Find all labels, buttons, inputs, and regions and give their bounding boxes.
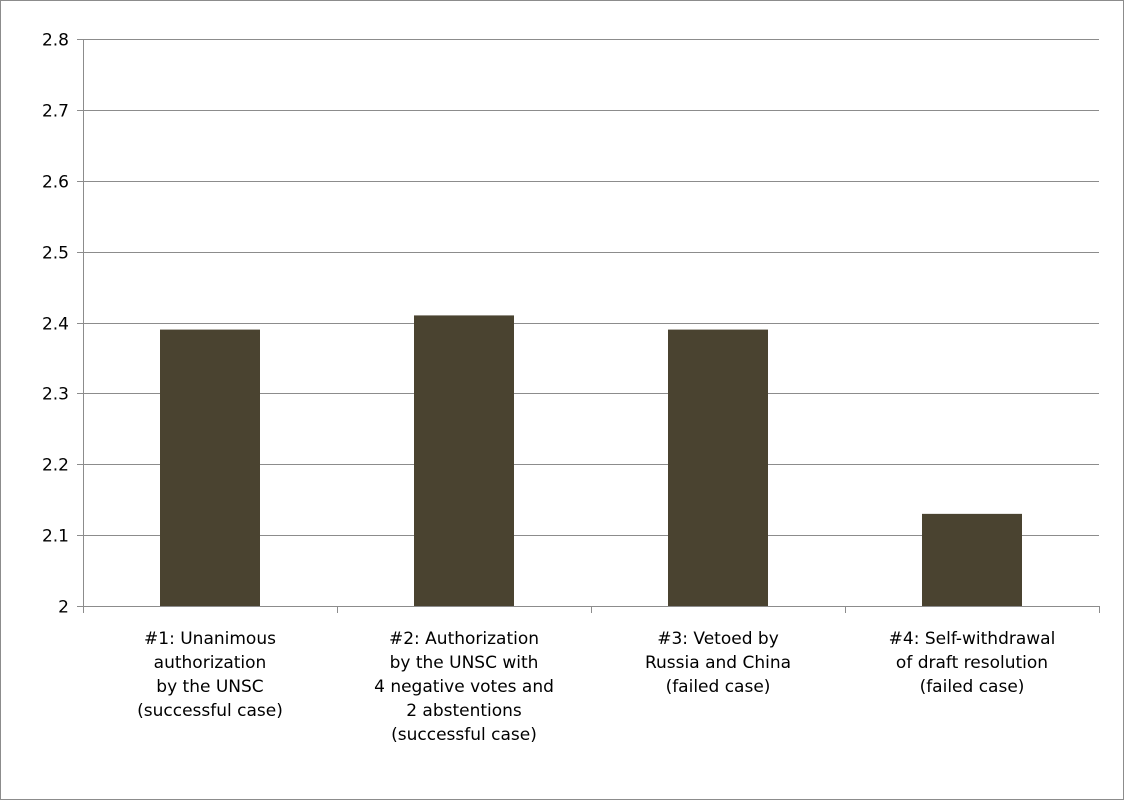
bar-2 xyxy=(414,315,514,606)
y-tick-label: 2.6 xyxy=(42,173,69,193)
x-category-label-line: 4 negative votes and xyxy=(374,677,554,697)
y-tick-label: 2.1 xyxy=(42,527,69,547)
bar-3 xyxy=(668,329,768,606)
bars xyxy=(160,315,1022,606)
y-tick-label: 2.4 xyxy=(42,315,69,335)
x-category-label-line: (successful case) xyxy=(137,701,283,721)
x-category-label-line: (failed case) xyxy=(666,677,771,697)
x-category-label-line: #1: Unanimous xyxy=(144,629,276,649)
x-category-label-line: by the UNSC with xyxy=(390,653,539,673)
y-tick-label: 2.2 xyxy=(42,456,69,476)
y-tick-labels: 2 2.1 2.2 2.3 2.4 2.5 2.6 2.7 2.8 xyxy=(42,31,69,618)
x-category-label-line: #2: Authorization xyxy=(389,629,539,649)
x-category-labels: #1: Unanimous authorization by the UNSC (su… xyxy=(137,629,1055,745)
x-category-label-3: #3: Vetoed by Russia and China (failed cas… xyxy=(645,629,791,697)
y-tick-label: 2.5 xyxy=(42,244,69,264)
y-tick-label: 2.8 xyxy=(42,31,69,51)
x-category-label-line: Russia and China xyxy=(645,653,791,673)
y-tick-label: 2.7 xyxy=(42,102,69,122)
y-tick-label: 2.3 xyxy=(42,385,69,405)
bar-4 xyxy=(922,513,1022,606)
x-category-label-4: #4: Self-withdrawal of draft resolution (f… xyxy=(889,629,1056,697)
x-category-label-1: #1: Unanimous authorization by the UNSC (su… xyxy=(137,629,283,721)
x-category-label-line: by the UNSC xyxy=(156,677,263,697)
x-category-label-line: (failed case) xyxy=(920,677,1025,697)
bar-1 xyxy=(160,329,260,606)
x-category-label-line: #4: Self-withdrawal xyxy=(889,629,1056,649)
x-category-label-line: authorization xyxy=(154,653,267,673)
x-category-label-line: of draft resolution xyxy=(896,653,1048,673)
x-category-label-line: 2 abstentions xyxy=(406,701,522,721)
axes xyxy=(77,39,1100,613)
x-category-label-line: (successful case) xyxy=(391,725,537,745)
x-category-label-2: #2: Authorization by the UNSC with 4 negat… xyxy=(374,629,554,745)
x-category-label-line: #3: Vetoed by xyxy=(657,629,779,649)
y-tick-label: 2 xyxy=(58,598,69,618)
